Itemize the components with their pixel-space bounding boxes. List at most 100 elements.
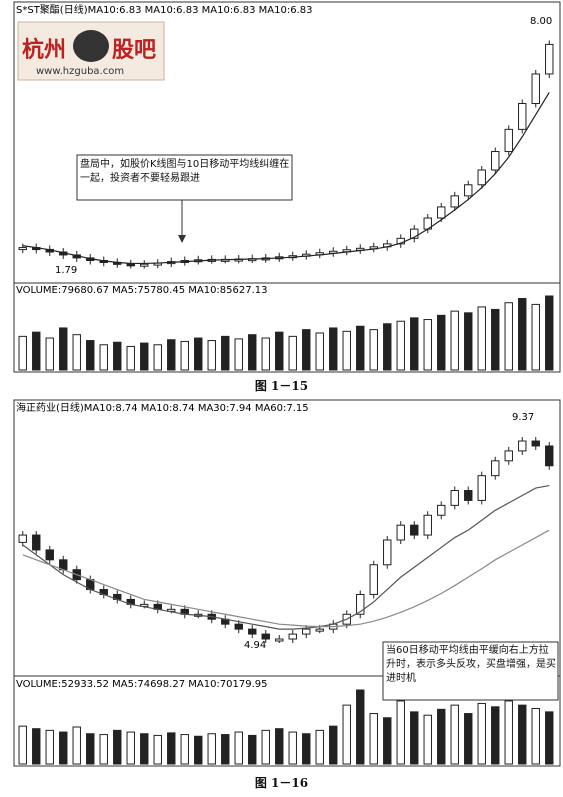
volume-bar	[194, 735, 203, 765]
candle-body	[545, 43, 554, 75]
candle-body	[518, 440, 527, 452]
candle-body	[531, 73, 540, 105]
volume-bar	[140, 733, 149, 765]
volume-bar	[450, 310, 459, 371]
candle-body	[450, 490, 459, 506]
volume-bar	[315, 729, 324, 765]
volume-bar	[302, 329, 311, 371]
volume-bar	[477, 702, 486, 765]
candle-body	[369, 564, 378, 595]
volume-bar	[518, 704, 527, 765]
volume-bar	[207, 340, 216, 371]
volume-bar	[194, 337, 203, 371]
candle-body	[383, 539, 392, 566]
volume-bar	[140, 342, 149, 371]
volume-bar	[234, 338, 243, 371]
chart-header: S*ST聚酯(日线)MA10:6.83 MA10:6.83 MA10:6.83 …	[16, 3, 312, 16]
volume-bar	[126, 731, 135, 765]
volume-bar	[248, 334, 257, 371]
volume-bar	[437, 314, 446, 371]
candle-body	[531, 440, 540, 447]
volume-bar	[59, 327, 68, 371]
volume-bar	[437, 708, 446, 765]
volume-header: VOLUME:79680.67 MA5:75780.45 MA10:85627.…	[16, 285, 268, 296]
volume-bar	[423, 714, 432, 765]
candle-body	[140, 263, 149, 267]
volume-bar	[18, 725, 27, 765]
ma60-line	[22, 529, 550, 628]
volume-bar	[221, 734, 230, 765]
price-high-label: 9.37	[512, 412, 534, 423]
volume-bar	[45, 729, 54, 765]
volume-bar	[153, 734, 162, 765]
volume-bar	[464, 713, 473, 765]
volume-bar	[248, 734, 257, 765]
candle-body	[275, 638, 284, 642]
candle-body	[410, 228, 419, 239]
volume-bar	[180, 340, 189, 371]
candle-body	[126, 263, 135, 267]
volume-bar	[126, 345, 135, 371]
candle-body	[477, 169, 486, 186]
volume-bar	[113, 341, 122, 371]
candle-body	[18, 247, 27, 251]
logo-text-left: 杭州	[22, 37, 66, 63]
volume-bar	[275, 331, 284, 371]
volume-bar	[504, 700, 513, 765]
volume-bar	[342, 330, 351, 371]
candle-body	[450, 195, 459, 208]
volume-header: VOLUME:52933.52 MA5:74698.27 MA10:70179.…	[16, 679, 268, 690]
volume-bar	[86, 340, 95, 371]
candle-body	[410, 524, 419, 536]
volume-bar	[545, 295, 554, 371]
volume-bar	[491, 706, 500, 765]
volume-bar	[356, 689, 365, 765]
volume-bar	[288, 335, 297, 371]
candle-body	[32, 534, 41, 551]
annotation-text: 盘局中，如股价K线图与10日移动平均线纠缠在一起，投资者不要轻易跟进	[80, 159, 290, 184]
candle-body	[315, 628, 324, 632]
volume-bar	[18, 335, 27, 371]
volume-bar	[464, 312, 473, 371]
volume-bar	[396, 700, 405, 765]
logo-url: www.hzguba.com	[36, 66, 124, 77]
candle-body	[491, 460, 500, 477]
figure-1-16: 海正药业(日线)MA10:8.74 MA10:8.74 MA30:7.94 MA…	[0, 398, 563, 793]
volume-bar	[153, 344, 162, 371]
volume-bar	[72, 726, 81, 765]
candle-body	[545, 445, 554, 467]
volume-bar	[423, 319, 432, 371]
volume-bar	[369, 713, 378, 765]
candle-body	[18, 534, 27, 543]
volume-bar	[261, 337, 270, 371]
volume-bar	[261, 729, 270, 765]
volume-bar	[302, 733, 311, 765]
volume-bar	[45, 337, 54, 371]
volume-bar	[180, 734, 189, 765]
candle-body	[234, 623, 243, 630]
candle-body	[477, 475, 486, 501]
candle-body	[464, 184, 473, 197]
candle-body	[302, 628, 311, 635]
volume-bar	[86, 733, 95, 765]
annotation-text: 当60日移动平均线由平缓向右上方拉升时，表示多头反攻，买盘增强，是买进时机	[386, 645, 556, 684]
price-high-label: 8.00	[530, 16, 552, 27]
candle-body	[491, 151, 500, 171]
candle-body	[45, 549, 54, 561]
bull-icon	[73, 30, 109, 62]
candle-body	[248, 628, 257, 635]
ma_line-line	[22, 92, 550, 265]
ma30-line	[22, 484, 550, 630]
hzguba-logo: 杭州 股吧 www.hzguba.com	[17, 21, 165, 81]
volume-bar	[329, 725, 338, 765]
candle-body	[261, 633, 270, 640]
volume-bar	[383, 717, 392, 765]
candle-body	[288, 633, 297, 640]
candle-body	[504, 128, 513, 153]
chart-header: 海正药业(日线)MA10:8.74 MA10:8.74 MA30:7.94 MA…	[16, 401, 309, 414]
volume-bar	[207, 733, 216, 765]
volume-bar	[275, 728, 284, 765]
chart-1-15: S*ST聚酯(日线)MA10:6.83 MA10:6.83 MA10:6.83 …	[13, 1, 561, 373]
volume-bar	[99, 344, 108, 371]
volume-bar	[59, 731, 68, 765]
